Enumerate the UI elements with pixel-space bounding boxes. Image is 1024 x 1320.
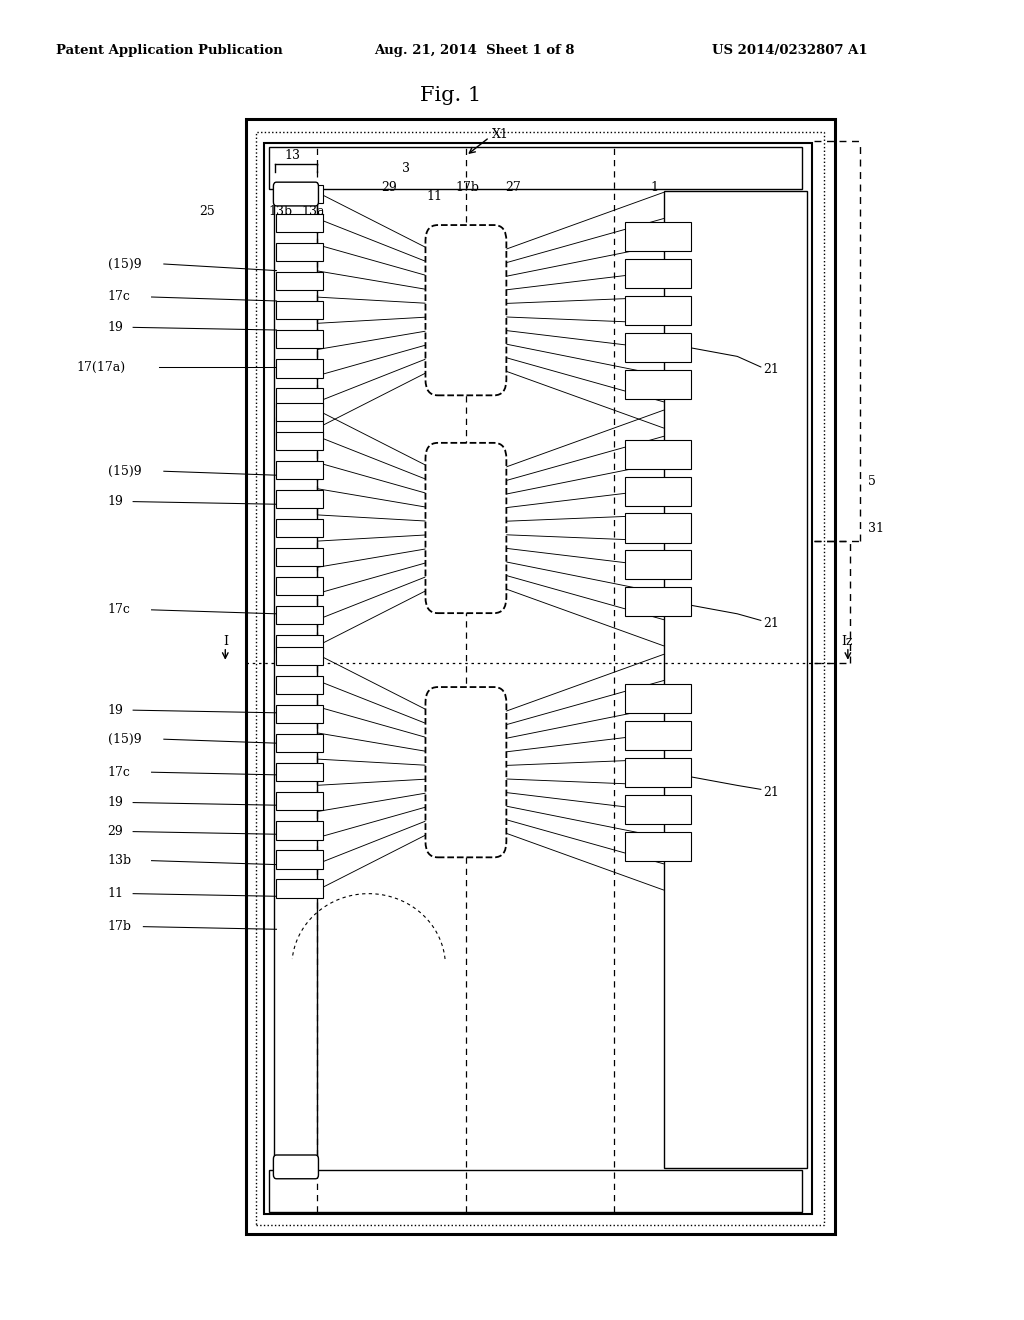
Bar bbox=[276, 792, 323, 810]
Bar bbox=[276, 519, 323, 537]
Text: X1: X1 bbox=[492, 128, 508, 141]
Bar bbox=[276, 490, 323, 508]
Bar bbox=[276, 850, 323, 869]
Bar bbox=[276, 403, 323, 421]
Bar bbox=[625, 684, 691, 713]
Bar bbox=[269, 1170, 802, 1212]
Bar bbox=[625, 721, 691, 750]
Bar bbox=[276, 359, 323, 378]
Text: 13a: 13a bbox=[301, 205, 325, 218]
Text: 11: 11 bbox=[426, 190, 442, 203]
Bar bbox=[276, 461, 323, 479]
Bar bbox=[276, 185, 323, 203]
Bar bbox=[276, 606, 323, 624]
Bar bbox=[276, 214, 323, 232]
Bar bbox=[276, 647, 323, 665]
FancyBboxPatch shape bbox=[273, 1155, 318, 1179]
Bar bbox=[276, 432, 323, 450]
Text: 17(17a): 17(17a) bbox=[77, 360, 126, 374]
Text: 25: 25 bbox=[200, 205, 215, 218]
Bar bbox=[625, 370, 691, 399]
Text: (15)9: (15)9 bbox=[108, 465, 141, 478]
Bar bbox=[625, 795, 691, 824]
Text: 31: 31 bbox=[868, 521, 885, 535]
Bar bbox=[625, 587, 691, 616]
Text: 17c: 17c bbox=[108, 766, 130, 779]
Text: 11: 11 bbox=[108, 887, 124, 900]
FancyBboxPatch shape bbox=[426, 686, 506, 858]
Text: (15)9: (15)9 bbox=[108, 733, 141, 746]
Text: 5: 5 bbox=[868, 475, 877, 488]
Bar bbox=[625, 440, 691, 469]
Bar bbox=[276, 635, 323, 653]
Bar bbox=[276, 821, 323, 840]
Bar bbox=[276, 577, 323, 595]
Bar bbox=[276, 676, 323, 694]
Bar bbox=[625, 832, 691, 861]
Bar bbox=[276, 243, 323, 261]
FancyBboxPatch shape bbox=[426, 444, 506, 612]
Text: US 2014/0232807 A1: US 2014/0232807 A1 bbox=[712, 44, 867, 57]
Text: 29: 29 bbox=[381, 181, 396, 194]
Text: 19: 19 bbox=[108, 495, 124, 508]
Text: 13b: 13b bbox=[108, 854, 132, 867]
Text: (15)9: (15)9 bbox=[108, 257, 141, 271]
Text: 3: 3 bbox=[402, 162, 411, 176]
Bar bbox=[276, 734, 323, 752]
Bar bbox=[276, 388, 323, 407]
Bar bbox=[276, 417, 323, 436]
Bar bbox=[625, 333, 691, 362]
Text: 17b: 17b bbox=[108, 920, 131, 933]
Bar bbox=[625, 550, 691, 579]
Bar bbox=[625, 758, 691, 787]
Text: 17b: 17b bbox=[456, 181, 479, 194]
Bar bbox=[664, 191, 807, 1168]
Text: 27: 27 bbox=[505, 181, 520, 194]
FancyBboxPatch shape bbox=[273, 182, 318, 206]
Bar bbox=[276, 272, 323, 290]
Bar bbox=[276, 705, 323, 723]
FancyBboxPatch shape bbox=[426, 224, 506, 396]
Bar bbox=[625, 477, 691, 506]
Bar bbox=[276, 548, 323, 566]
Text: Iz: Iz bbox=[842, 635, 853, 648]
Bar bbox=[276, 330, 323, 348]
Text: 17c: 17c bbox=[108, 603, 130, 616]
Text: 19: 19 bbox=[108, 796, 124, 809]
Text: Fig. 1: Fig. 1 bbox=[420, 86, 481, 104]
Text: 29: 29 bbox=[108, 825, 123, 838]
Text: 21: 21 bbox=[763, 616, 779, 630]
Bar bbox=[246, 119, 835, 1234]
Bar bbox=[256, 132, 824, 1225]
Text: 21: 21 bbox=[763, 785, 779, 799]
Text: 19: 19 bbox=[108, 321, 124, 334]
Bar bbox=[276, 301, 323, 319]
Text: 13: 13 bbox=[285, 149, 301, 162]
Text: Patent Application Publication: Patent Application Publication bbox=[56, 44, 283, 57]
Text: 21: 21 bbox=[763, 363, 779, 376]
Bar bbox=[625, 513, 691, 543]
Text: 1: 1 bbox=[650, 181, 658, 194]
Text: Aug. 21, 2014  Sheet 1 of 8: Aug. 21, 2014 Sheet 1 of 8 bbox=[374, 44, 574, 57]
Text: 17c: 17c bbox=[108, 290, 130, 304]
Bar bbox=[625, 222, 691, 251]
Bar bbox=[625, 259, 691, 288]
Bar bbox=[276, 879, 323, 898]
Bar bbox=[274, 191, 317, 1168]
Text: 19: 19 bbox=[108, 704, 124, 717]
Bar bbox=[625, 296, 691, 325]
Bar bbox=[276, 763, 323, 781]
Text: I: I bbox=[223, 635, 228, 648]
Bar bbox=[269, 147, 802, 189]
Bar bbox=[264, 143, 812, 1214]
Text: 13b: 13b bbox=[268, 205, 293, 218]
